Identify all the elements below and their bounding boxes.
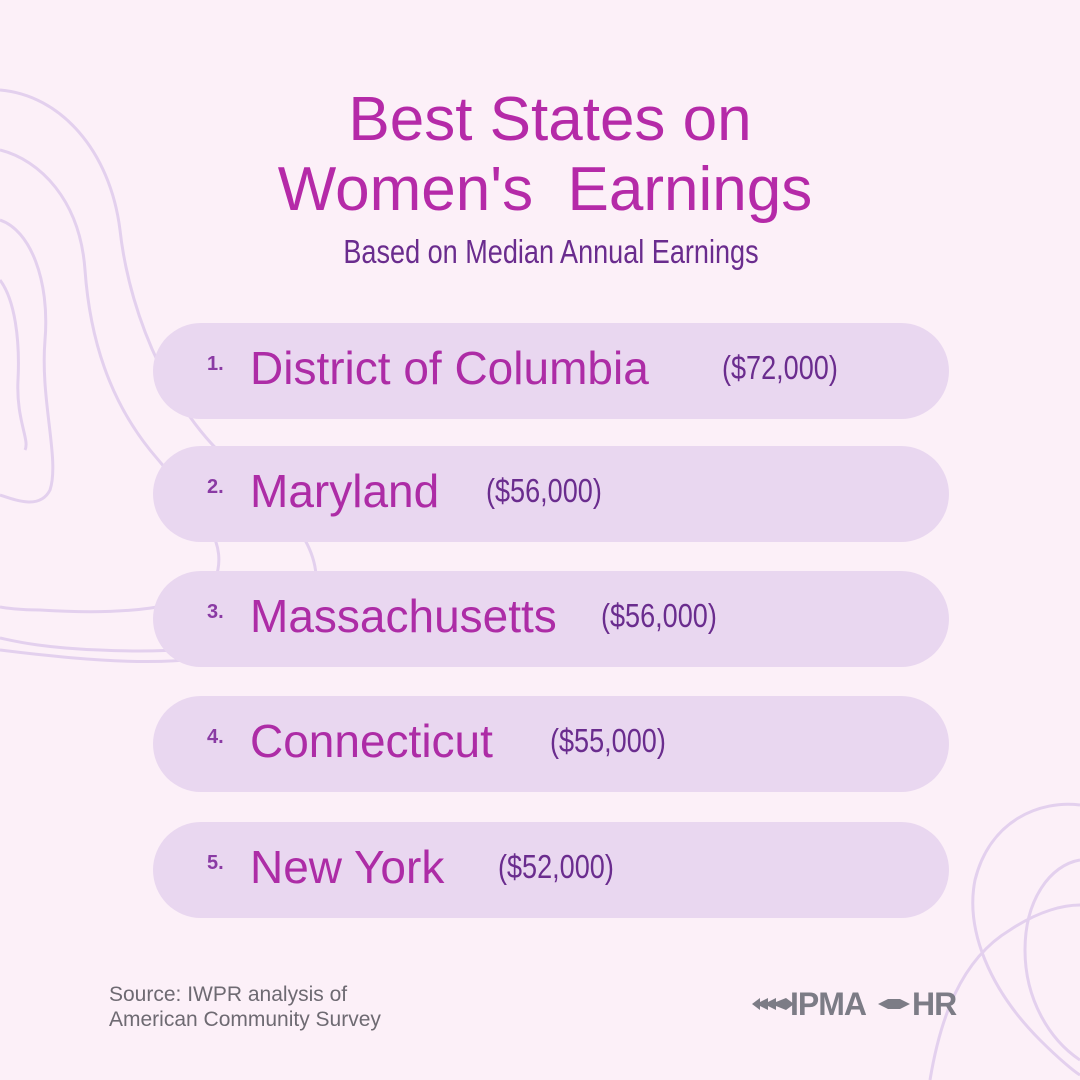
list-item: 1. District of Columbia ($72,000) [153,323,949,419]
list-item: 4. Connecticut ($55,000) [153,696,949,792]
earnings-value: ($56,000) [486,472,602,509]
title-line-2: Women's Earnings [277,155,813,224]
earnings-value: ($56,000) [601,597,717,634]
ipma-hr-logo: IPMA HR [752,986,974,1022]
rank-label: 2. [207,476,224,498]
state-name: New York [250,841,445,893]
earnings-value: ($72,000) [722,349,838,386]
logo-arrow-icon [752,998,794,1010]
logo-text-ipma: IPMA [790,986,867,1022]
list-item: 3. Massachusetts ($56,000) [153,571,949,667]
source-note: Source: IWPR analysis of American Commun… [109,982,381,1032]
rank-label: 3. [207,601,224,623]
title-line-1: Best States on [348,85,752,154]
earnings-value: ($55,000) [550,722,666,759]
earnings-value: ($52,000) [498,848,614,885]
state-name: Connecticut [250,715,493,767]
state-name: District of Columbia [250,342,649,394]
source-line-2: American Community Survey [109,1008,381,1031]
list-item: 2. Maryland ($56,000) [153,446,949,542]
logo-text-hr: HR [912,986,957,1022]
list-item: 5. New York ($52,000) [153,822,949,918]
subtitle: Based on Median Annual Earnings [343,233,759,270]
rank-label: 5. [207,852,224,874]
source-line-1: Source: IWPR analysis of [109,983,348,1006]
rank-label: 4. [207,726,224,748]
logo-connector-icon [878,999,910,1009]
rank-label: 1. [207,353,224,375]
state-name: Massachusetts [250,590,557,642]
state-name: Maryland [250,465,440,517]
